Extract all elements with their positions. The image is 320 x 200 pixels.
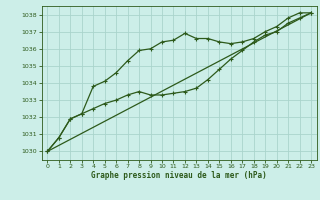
X-axis label: Graphe pression niveau de la mer (hPa): Graphe pression niveau de la mer (hPa) — [91, 171, 267, 180]
